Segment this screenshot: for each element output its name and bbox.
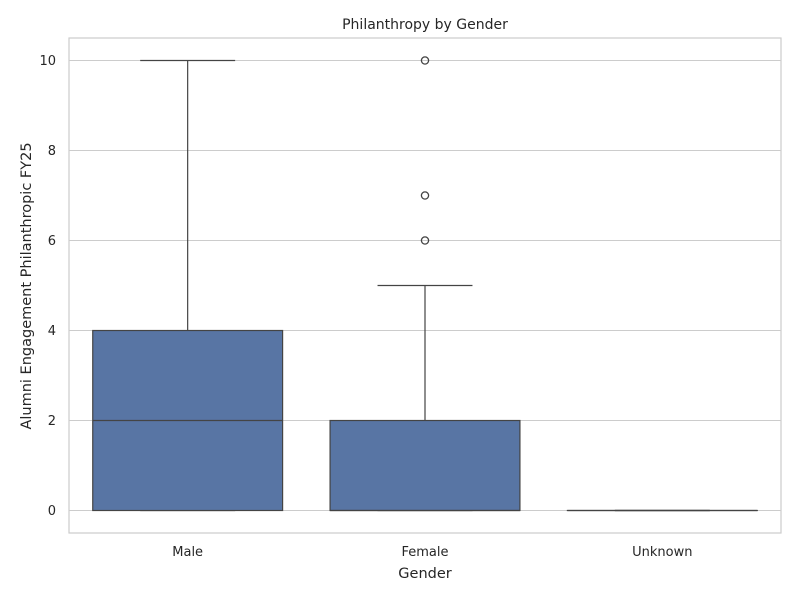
y-tick-label: 6 bbox=[48, 234, 56, 249]
outlier-point bbox=[420, 191, 430, 200]
y-tick-label: 4 bbox=[48, 324, 56, 339]
y-tick-label: 10 bbox=[39, 54, 56, 69]
x-tick-label: Female bbox=[401, 545, 448, 560]
plot-frame bbox=[68, 37, 782, 534]
x-tick-label: Unknown bbox=[632, 545, 692, 560]
y-tick-label: 8 bbox=[48, 144, 56, 159]
outlier-point bbox=[420, 56, 430, 65]
tick-labels: 0 2 4 6 8 10 Male Female Unknown bbox=[39, 54, 692, 560]
y-tick-label: 0 bbox=[48, 504, 56, 519]
box-group-male bbox=[92, 59, 284, 512]
iqr-box bbox=[329, 419, 521, 512]
box-group-female bbox=[329, 56, 521, 512]
x-axis-label: Gender bbox=[398, 566, 451, 582]
boxes bbox=[92, 56, 758, 512]
y-tick-label: 2 bbox=[48, 414, 56, 429]
chart-title: Philanthropy by Gender bbox=[342, 17, 508, 33]
y-axis-label: Alumni Engagement Philanthropic FY25 bbox=[19, 142, 35, 429]
x-tick-label: Male bbox=[172, 545, 203, 560]
outlier-point bbox=[420, 236, 430, 245]
